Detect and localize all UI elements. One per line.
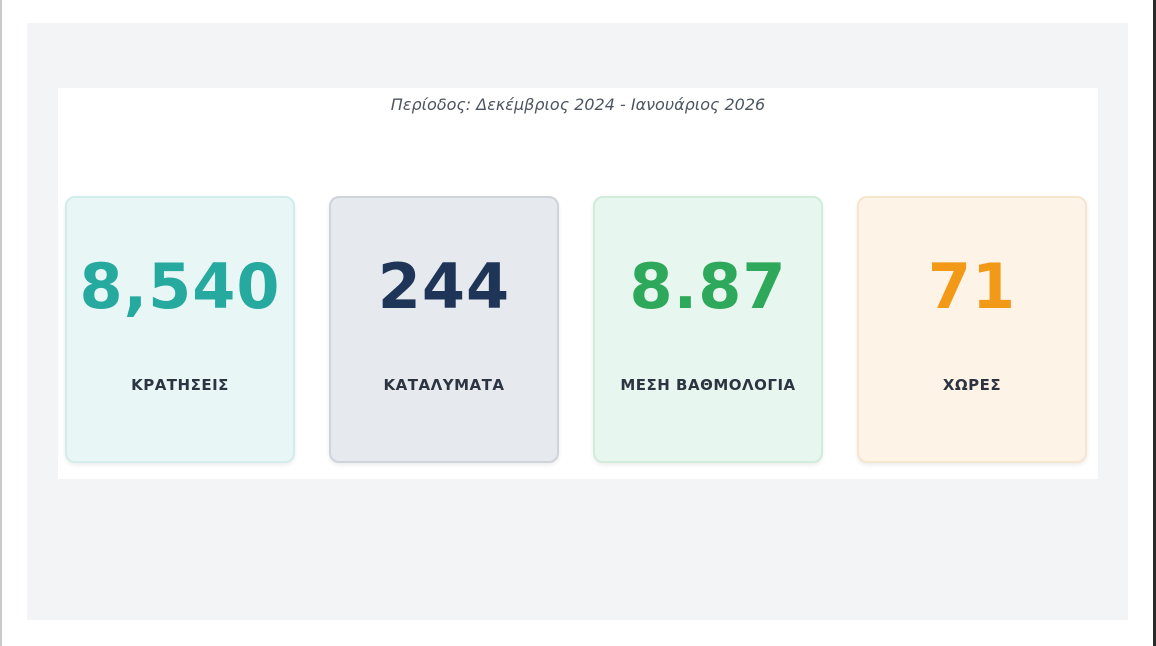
period-label: Περίοδος: Δεκέμβριος 2024 - Ιανουάριος 2…	[390, 95, 766, 114]
left-edge	[0, 0, 2, 646]
stat-card-average-rating: 8.87 ΜΕΣΗ ΒΑΘΜΟΛΟΓΙΑ	[593, 196, 823, 463]
stat-label-average-rating: ΜΕΣΗ ΒΑΘΜΟΛΟΓΙΑ	[620, 376, 796, 394]
stat-value-bookings: 8,540	[79, 250, 281, 323]
stat-card-properties: 244 ΚΑΤΑΛΥΜΑΤΑ	[329, 196, 559, 463]
right-edge	[1153, 0, 1156, 646]
stat-label-bookings: ΚΡΑΤΗΣΕΙΣ	[131, 376, 229, 394]
stats-section: Περίοδος: Δεκέμβριος 2024 - Ιανουάριος 2…	[58, 88, 1098, 479]
stat-value-countries: 71	[927, 250, 1017, 323]
stat-card-bookings: 8,540 ΚΡΑΤΗΣΕΙΣ	[65, 196, 295, 463]
stat-label-countries: ΧΩΡΕΣ	[942, 376, 1002, 394]
stat-value-average-rating: 8.87	[629, 250, 787, 323]
stat-value-properties: 244	[377, 250, 511, 323]
stat-card-countries: 71 ΧΩΡΕΣ	[857, 196, 1087, 463]
stat-label-properties: ΚΑΤΑΛΥΜΑΤΑ	[383, 376, 505, 394]
